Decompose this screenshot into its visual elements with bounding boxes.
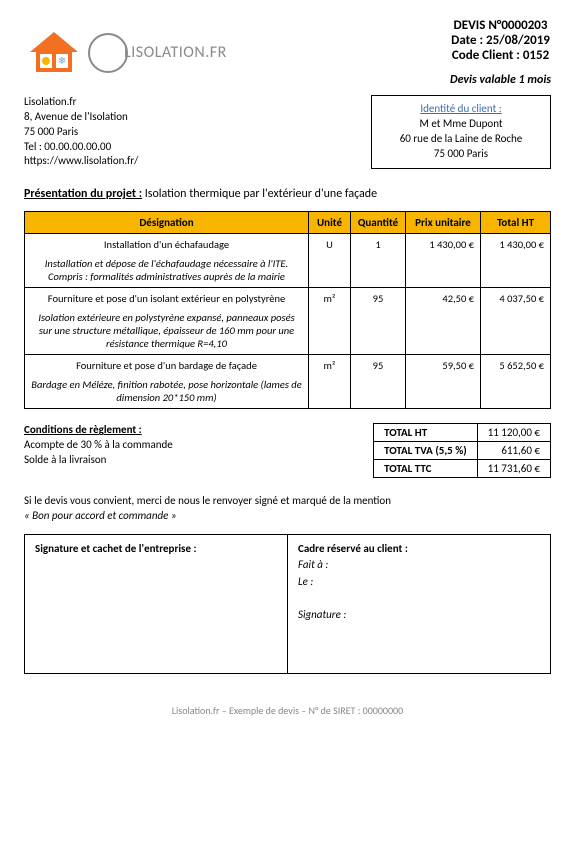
row-detail: Installation et dépose de l'échafaudage … xyxy=(31,257,302,283)
row-total: 5 652,50 € xyxy=(481,355,551,409)
row-unit-price: 59,50 € xyxy=(406,355,481,409)
row-qty: 95 xyxy=(351,288,406,355)
row-detail: Bardage en Mélèze, finition rabotée, pos… xyxy=(31,378,302,404)
row-title: Fourniture et pose d'un isolant extérieu… xyxy=(31,292,302,305)
date-label: Date : xyxy=(451,33,483,48)
signature-label: Signature : xyxy=(298,607,540,624)
document-title: DEVIS N°0000203 xyxy=(450,18,551,33)
client-sig-label: Cadre réservé au client : xyxy=(298,541,540,558)
row-total: 4 037,50 € xyxy=(481,288,551,355)
accept-line1: Si le devis vous convient, merci de nous… xyxy=(24,494,551,509)
row-qty: 1 xyxy=(351,234,406,288)
total-ht-value: 11 120,00 € xyxy=(477,424,550,442)
conditions-label: Conditions de règlement : xyxy=(24,423,173,438)
company-signature-box: Signature et cachet de l'entreprise : xyxy=(25,535,287,674)
row-qty: 95 xyxy=(351,355,406,409)
client-code-value: 0152 xyxy=(523,48,549,63)
row-total: 1 430,00 € xyxy=(481,234,551,288)
col-unit: Unité xyxy=(309,212,351,234)
le: Le : xyxy=(298,574,540,591)
row-title: Installation d'un échafaudage xyxy=(31,238,302,251)
company-name: Lisolation.fr xyxy=(24,95,138,110)
brand-text: LISOLATION.FR xyxy=(124,43,227,62)
total-tva-value: 611,60 € xyxy=(477,442,550,460)
client-box-title: Identité du client : xyxy=(386,102,536,117)
client-box: Identité du client : M et Mme Dupont 60 … xyxy=(371,95,551,169)
logo-ring xyxy=(88,33,128,73)
logo: ❄ LISOLATION.FR xyxy=(24,18,227,87)
conditions-line1: Acompte de 30 % à la commande xyxy=(24,438,173,453)
date-value: 25/08/2019 xyxy=(486,33,550,48)
company-address2: 75 000 Paris xyxy=(24,125,138,140)
table-row: Fourniture et pose d'un isolant extérieu… xyxy=(25,288,551,355)
project-line: Présentation du projet : Isolation therm… xyxy=(24,187,551,201)
row-unit-price: 1 430,00 € xyxy=(406,234,481,288)
company-website: https://www.lisolation.fr/ xyxy=(24,154,138,169)
project-text: Isolation thermique par l'extérieur d'un… xyxy=(145,187,377,201)
row-title: Fourniture et pose d'un bardage de façad… xyxy=(31,359,302,372)
company-phone: Tel : 00.00.00.00.00 xyxy=(24,140,138,155)
client-code-label: Code Client : xyxy=(452,48,520,63)
totals-box: TOTAL HT11 120,00 € TOTAL TVA (5,5 %)611… xyxy=(373,423,551,478)
line-items-table: Désignation Unité Quantité Prix unitaire… xyxy=(24,211,551,409)
conditions-line2: Solde à la livraison xyxy=(24,453,173,468)
payment-conditions: Conditions de règlement : Acompte de 30 … xyxy=(24,423,173,468)
project-label: Présentation du projet : xyxy=(24,187,142,201)
validity-note: Devis valable 1 mois xyxy=(450,73,551,87)
col-total-ht: Total HT xyxy=(481,212,551,234)
col-qty: Quantité xyxy=(351,212,406,234)
client-signature-box: Cadre réservé au client : Fait à : Le : … xyxy=(287,535,550,674)
client-name: M et Mme Dupont xyxy=(386,117,536,132)
table-row: Installation d'un échafaudage Installatio… xyxy=(25,234,551,288)
company-block: Lisolation.fr 8, Avenue de l'Isolation 7… xyxy=(24,95,138,169)
acceptance-text: Si le devis vous convient, merci de nous… xyxy=(24,494,551,524)
signature-row: Signature et cachet de l'entreprise : Ca… xyxy=(24,534,551,675)
total-ttc-label: TOTAL TTC xyxy=(374,460,478,478)
client-address2: 75 000 Paris xyxy=(386,147,536,162)
total-tva-label: TOTAL TVA (5,5 %) xyxy=(374,442,478,460)
company-address1: 8, Avenue de l'Isolation xyxy=(24,110,138,125)
row-unit: U xyxy=(309,234,351,288)
row-unit-price: 42,50 € xyxy=(406,288,481,355)
row-unit: m² xyxy=(309,288,351,355)
fait-a: Fait à : xyxy=(298,557,540,574)
page-footer: Lisolation.fr – Exemple de devis – N° de… xyxy=(24,704,551,717)
col-designation: Désignation xyxy=(25,212,309,234)
total-ht-label: TOTAL HT xyxy=(374,424,478,442)
house-icon: ❄ xyxy=(24,28,84,78)
svg-text:❄: ❄ xyxy=(58,54,66,67)
total-ttc-value: 11 731,60 € xyxy=(477,460,550,478)
row-detail: Isolation extérieure en polystyrène expa… xyxy=(31,311,302,350)
client-address1: 60 rue de la Laine de Roche xyxy=(386,132,536,147)
accept-mention: « Bon pour accord et commande » xyxy=(24,509,551,524)
company-sig-label: Signature et cachet de l'entreprise : xyxy=(35,541,277,558)
document-info: DEVIS N°0000203 Date : 25/08/2019 Code C… xyxy=(450,18,551,87)
table-row: Fourniture et pose d'un bardage de façad… xyxy=(25,355,551,409)
col-unit-price: Prix unitaire xyxy=(406,212,481,234)
row-unit: m² xyxy=(309,355,351,409)
